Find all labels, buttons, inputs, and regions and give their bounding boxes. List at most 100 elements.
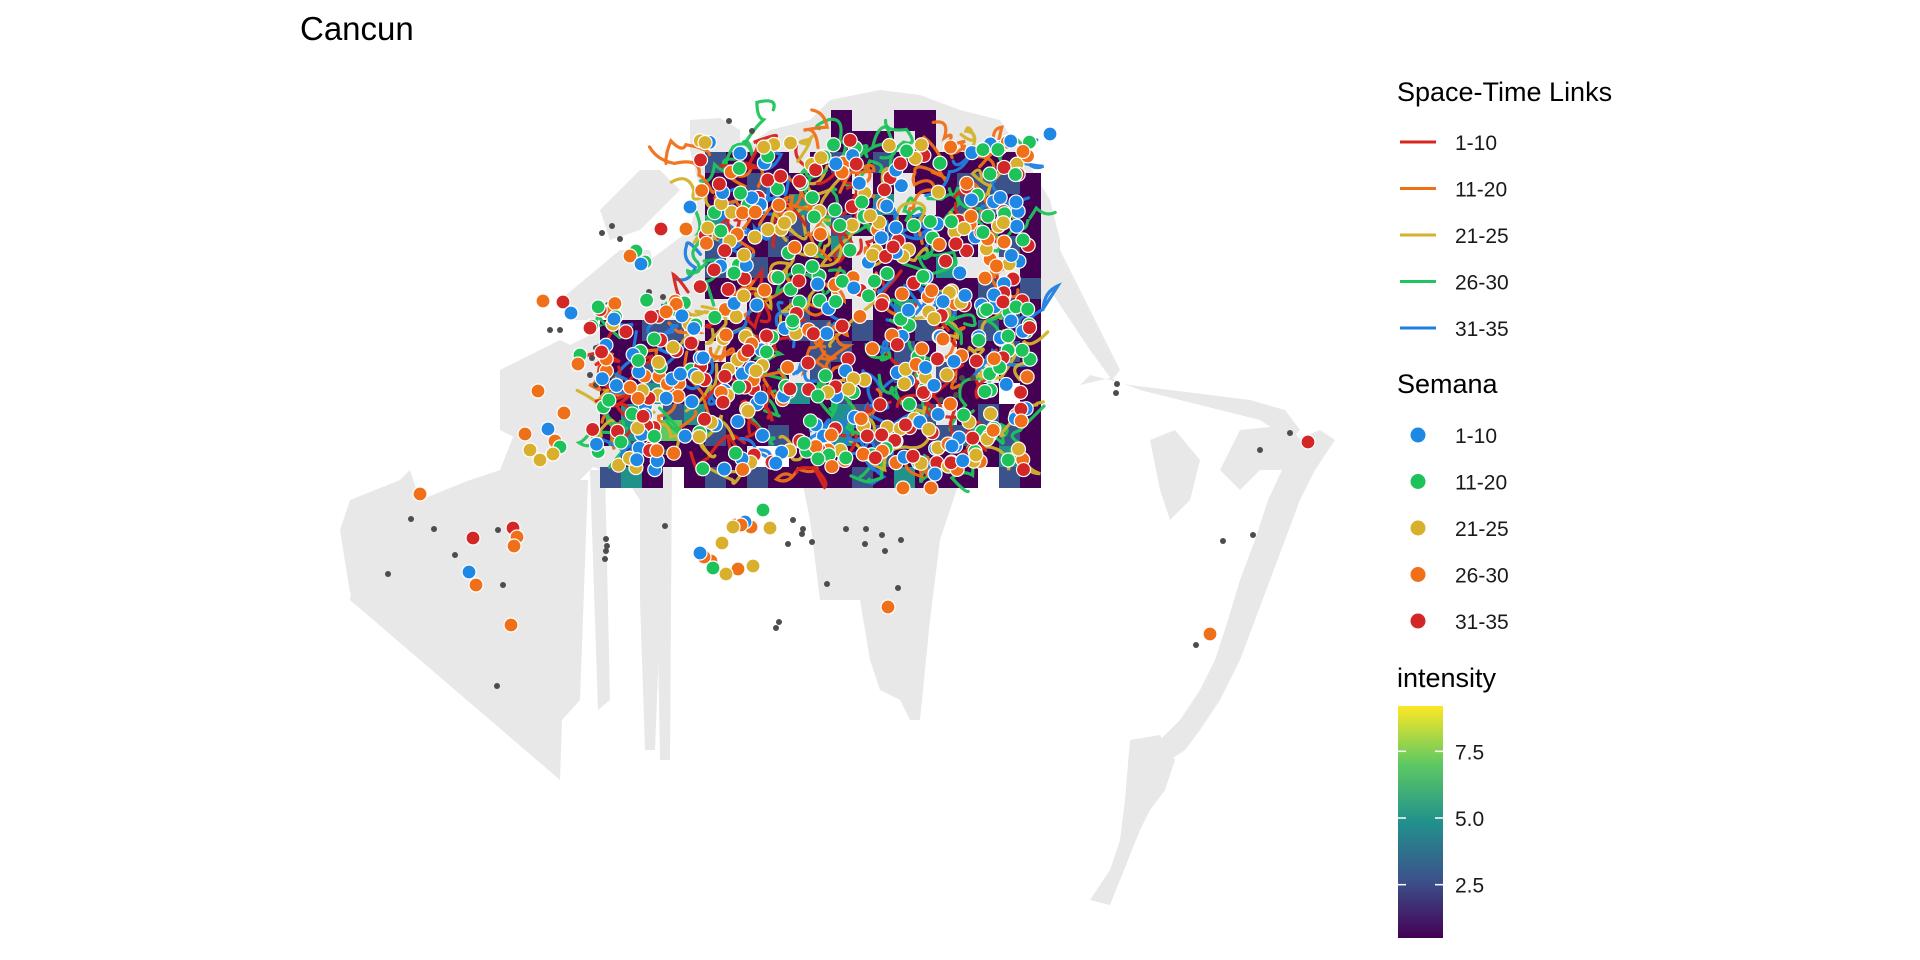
semana-point [812, 226, 829, 242]
semana-point [914, 341, 930, 357]
stop-point [799, 531, 805, 537]
semana-point [717, 368, 733, 384]
semana-point [672, 366, 688, 382]
space-time-link [946, 313, 977, 328]
semana-point [802, 413, 819, 429]
semana-point [896, 376, 913, 392]
semana-point [1015, 232, 1031, 248]
stop-point [1257, 447, 1263, 453]
semana-point [834, 273, 850, 290]
stop-point [882, 548, 888, 554]
semana-point [718, 327, 734, 343]
semana-point [998, 376, 1014, 393]
semana-point [800, 355, 816, 371]
semana-point [952, 265, 968, 281]
semana-point [915, 268, 931, 285]
semana-point [926, 310, 942, 327]
semana-point [714, 535, 730, 551]
legend-links-title: Space-Time Links [1397, 77, 1612, 107]
legend-intensity-title: intensity [1397, 663, 1497, 693]
stop-point [617, 236, 623, 242]
legend-links: Space-Time Links 1-10 11-20 21-25 26-30 31-3… [1397, 77, 1612, 341]
stop-point [1220, 538, 1226, 544]
semana-point [834, 318, 850, 334]
legend-links-label: 31-35 [1455, 318, 1509, 341]
semana-point [601, 392, 617, 408]
semana-point [412, 486, 428, 502]
semana-point [813, 150, 829, 166]
legend-semana-key-4 [1410, 567, 1426, 582]
semana-point [760, 222, 776, 238]
space-time-link [980, 311, 1003, 343]
semana-point [740, 343, 756, 359]
semana-point [732, 145, 748, 161]
legend-links-label: 1-10 [1455, 132, 1497, 155]
semana-point [915, 384, 931, 401]
semana-point [706, 262, 722, 278]
semana-point [740, 403, 756, 419]
semana-point [975, 224, 991, 241]
semana-point [862, 208, 878, 224]
stop-point [898, 537, 904, 543]
semana-point [898, 143, 915, 159]
semana-point [582, 320, 598, 336]
semana-point [1042, 126, 1058, 142]
stop-point [589, 355, 595, 361]
semana-point [873, 230, 889, 246]
stop-point [1250, 532, 1256, 538]
stop-point [879, 532, 885, 538]
space-time-link [838, 229, 863, 256]
semana-point [770, 269, 786, 286]
legend-semana-key-3 [1410, 520, 1426, 536]
semana-point [1012, 384, 1029, 400]
stop-point [843, 526, 849, 532]
semana-point [725, 519, 741, 535]
semana-point [1014, 342, 1030, 358]
semana-point [638, 292, 655, 308]
space-time-link [786, 205, 816, 241]
semana-point [771, 197, 787, 213]
semana-point [695, 461, 711, 477]
land-north-strip [600, 170, 680, 240]
stop-point [785, 541, 791, 547]
space-time-link [686, 239, 708, 276]
semana-point [720, 281, 736, 298]
semana-point [1008, 194, 1024, 210]
stop-point [776, 619, 782, 625]
semana-point [963, 192, 980, 208]
semana-point [588, 436, 605, 452]
semana-point [804, 190, 820, 206]
semana-point [635, 408, 651, 424]
space-time-link [1024, 282, 1062, 324]
stop-point [938, 397, 944, 403]
stop-point [500, 582, 506, 588]
legend-semana-label: 31-35 [1455, 611, 1509, 634]
legend-semana: Semana 1-10 11-20 21-25 26-30 31-35 [1397, 369, 1509, 634]
stop-point [953, 392, 959, 398]
semana-point [594, 371, 610, 387]
semana-point [556, 405, 572, 421]
semana-point [768, 455, 784, 471]
semana-point [758, 344, 775, 360]
semana-point [590, 299, 606, 315]
semana-point [939, 367, 955, 383]
map-title: Cancun [300, 10, 414, 47]
semana-point [943, 139, 959, 155]
space-time-link [861, 369, 900, 394]
semana-point [892, 155, 908, 172]
semana-point [1015, 143, 1031, 160]
space-time-link [959, 126, 977, 156]
semana-point [942, 396, 958, 412]
legend-links-label: 21-25 [1455, 225, 1509, 248]
semana-point [990, 141, 1006, 158]
stop-point [662, 523, 668, 529]
semana-point [977, 270, 993, 286]
semana-point [756, 139, 772, 155]
semana-point [955, 453, 971, 469]
space-time-link [796, 134, 814, 163]
intensity-cell [831, 110, 852, 131]
legend-semana-items: 1-10 11-20 21-25 26-30 31-35 [1410, 425, 1509, 634]
semana-point [929, 351, 946, 367]
intensity-ticks: 7.5 5.0 2.5 [1398, 741, 1484, 898]
semana-point [607, 295, 623, 312]
